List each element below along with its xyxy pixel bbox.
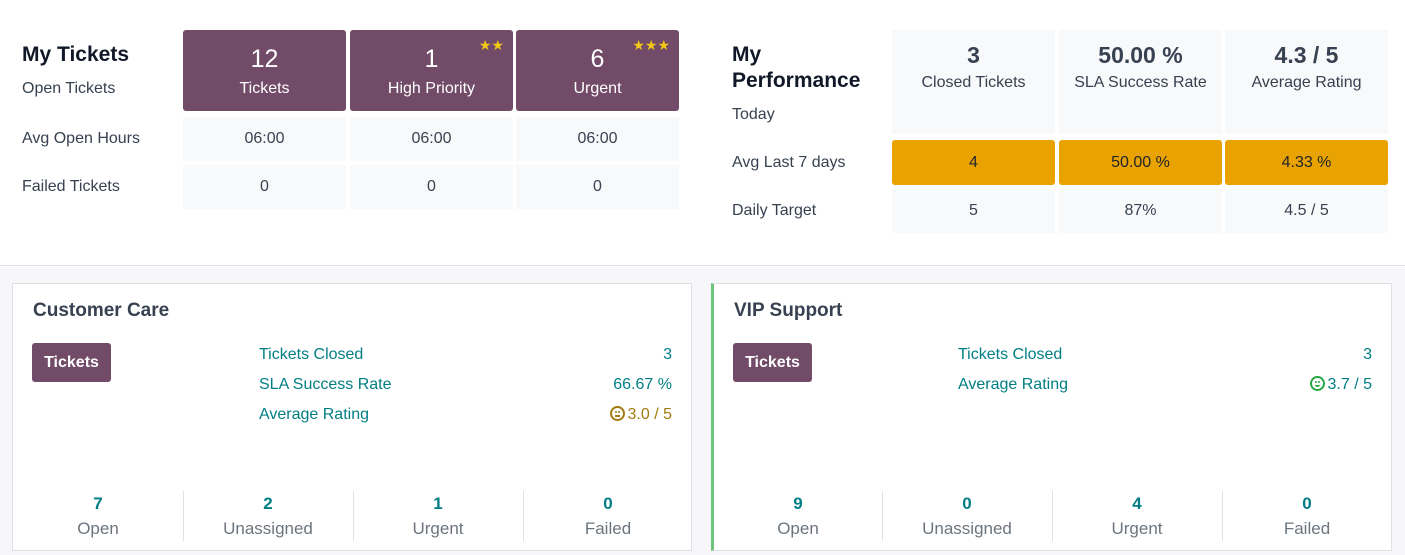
team-name: Customer Care (33, 300, 170, 321)
dashboard-header: My Tickets Open Tickets Avg Open Hours F… (0, 0, 1405, 266)
today-closed-tickets-value: 3 (967, 42, 980, 68)
failed-tickets-tickets: 0 (183, 165, 346, 209)
average-rating-link[interactable]: Average Rating (259, 406, 369, 423)
tickets-tile[interactable]: 12 Tickets (183, 30, 346, 111)
tickets-closed-value[interactable]: 3 (1363, 346, 1372, 363)
tickets-button[interactable]: Tickets (733, 343, 812, 382)
today-label: Today (732, 106, 775, 123)
tickets-tile-label: Tickets (239, 80, 290, 97)
urgent-tile[interactable]: ★★★ 6 Urgent (516, 30, 679, 111)
footer-open[interactable]: 7 Open (13, 491, 183, 541)
failed-label: Failed (584, 519, 632, 538)
footer-divider (353, 491, 354, 541)
high-priority-label: High Priority (387, 80, 476, 97)
happy-face-icon (1309, 376, 1325, 391)
avg-last-7-days-label: Avg Last 7 days (732, 154, 846, 171)
footer-urgent[interactable]: 4 Urgent (1052, 491, 1222, 541)
urgent-count: 4 (1132, 494, 1142, 513)
footer-divider (1052, 491, 1053, 541)
average-rating-value: 3.7 / 5 (1327, 376, 1372, 393)
target-average-rating: 4.5 / 5 (1225, 189, 1388, 233)
team-card-vip-support: VIP Support Tickets Tickets Closed 3 Ave… (711, 283, 1392, 551)
team-card-customer-care: Customer Care Tickets Tickets Closed 3 S… (12, 283, 692, 551)
today-closed-tickets: 3 Closed Tickets (892, 30, 1055, 134)
avg-open-hours-tickets: 06:00 (183, 117, 346, 161)
footer-divider (882, 491, 883, 541)
open-label: Open (777, 519, 819, 538)
avg-open-hours-urgent: 06:00 (516, 117, 679, 161)
avg-open-hours-label: Avg Open Hours (22, 130, 140, 147)
failed-tickets-label: Failed Tickets (22, 178, 120, 195)
footer-divider (1222, 491, 1223, 541)
footer-unassigned[interactable]: 0 Unassigned (882, 491, 1052, 541)
average-rating-value: 3.0 / 5 (627, 406, 672, 423)
today-rating-label: Average Rating (1251, 74, 1362, 91)
urgent-label: Urgent (573, 80, 622, 97)
avg-open-hours-high-priority: 06:00 (350, 117, 513, 161)
average-rating-value-wrap[interactable]: 3.0 / 5 (609, 406, 672, 424)
avg-7d-closed-tickets: 4 (892, 140, 1055, 185)
footer-divider (183, 491, 184, 541)
teams-area: Customer Care Tickets Tickets Closed 3 S… (0, 267, 1405, 555)
today-average-rating: 4.3 / 5 Average Rating (1225, 30, 1388, 134)
open-label: Open (77, 519, 119, 538)
my-tickets-title: My Tickets (22, 43, 129, 66)
open-count: 7 (93, 494, 103, 513)
average-rating-link[interactable]: Average Rating (958, 376, 1068, 393)
urgent-label: Urgent (412, 519, 464, 538)
tickets-closed-value[interactable]: 3 (663, 346, 672, 363)
failed-label: Failed (1283, 519, 1331, 538)
today-closed-tickets-label: Closed Tickets (921, 74, 1026, 91)
average-rating-value-wrap[interactable]: 3.7 / 5 (1309, 376, 1372, 394)
my-performance-title-line1: My (732, 43, 762, 66)
urgent-count: 1 (433, 494, 443, 513)
failed-tickets-urgent: 0 (516, 165, 679, 209)
neutral-face-icon (609, 406, 625, 421)
high-priority-count: 1 (424, 45, 439, 73)
sla-success-rate-value[interactable]: 66.67 % (613, 376, 672, 393)
unassigned-label: Unassigned (922, 519, 1012, 538)
my-performance-title-line2: Performance (732, 69, 861, 92)
tickets-closed-link[interactable]: Tickets Closed (958, 346, 1063, 363)
unassigned-count: 2 (263, 494, 273, 513)
tickets-count: 12 (250, 45, 279, 73)
high-priority-tile[interactable]: ★★ 1 High Priority (350, 30, 513, 111)
urgent-label: Urgent (1111, 519, 1163, 538)
open-tickets-label: Open Tickets (22, 80, 116, 97)
two-stars-icon: ★★ (478, 37, 504, 53)
avg-7d-average-rating: 4.33 % (1225, 140, 1388, 185)
today-rating-value: 4.3 / 5 (1274, 42, 1339, 68)
target-closed-tickets: 5 (892, 189, 1055, 233)
sla-success-rate-link[interactable]: SLA Success Rate (259, 376, 392, 393)
footer-open[interactable]: 9 Open (714, 491, 882, 541)
team-name: VIP Support (734, 300, 843, 321)
daily-target-label: Daily Target (732, 202, 817, 219)
footer-failed[interactable]: 0 Failed (523, 491, 693, 541)
footer-urgent[interactable]: 1 Urgent (353, 491, 523, 541)
target-sla-success-rate: 87% (1059, 189, 1222, 233)
avg-7d-sla-success-rate: 50.00 % (1059, 140, 1222, 185)
unassigned-label: Unassigned (223, 519, 313, 538)
failed-count: 0 (603, 494, 613, 513)
tickets-closed-link[interactable]: Tickets Closed (259, 346, 364, 363)
today-sla-label: SLA Success Rate (1074, 74, 1207, 91)
three-stars-icon: ★★★ (632, 37, 670, 53)
footer-unassigned[interactable]: 2 Unassigned (183, 491, 353, 541)
today-sla-value: 50.00 % (1098, 42, 1183, 68)
tickets-button[interactable]: Tickets (32, 343, 111, 382)
footer-failed[interactable]: 0 Failed (1222, 491, 1392, 541)
unassigned-count: 0 (962, 494, 972, 513)
failed-count: 0 (1302, 494, 1312, 513)
footer-divider (523, 491, 524, 541)
failed-tickets-high-priority: 0 (350, 165, 513, 209)
today-sla-success-rate: 50.00 % SLA Success Rate (1059, 30, 1222, 134)
urgent-count: 6 (590, 45, 605, 73)
open-count: 9 (793, 494, 803, 513)
